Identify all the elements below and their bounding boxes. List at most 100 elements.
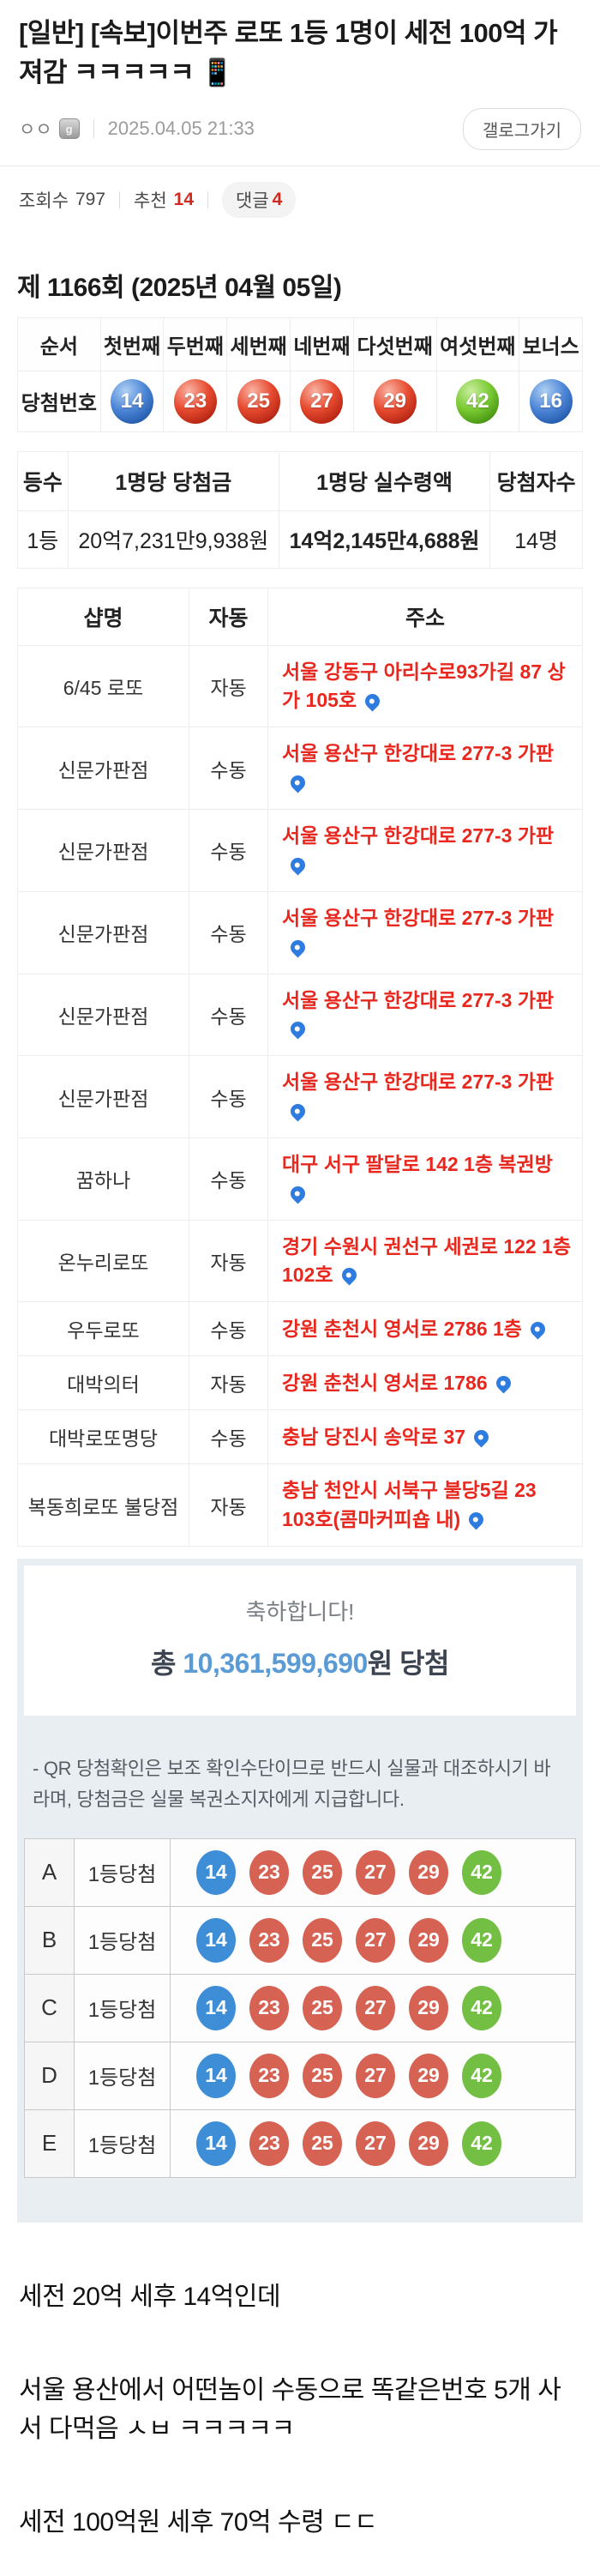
ticket-letter: D [24, 2041, 75, 2110]
map-pin-icon[interactable] [287, 1183, 309, 1204]
shop-method: 수동 [189, 973, 268, 1057]
ticket-letter: C [24, 1973, 75, 2042]
ticket-letter: E [24, 2108, 75, 2178]
shop-address: 강원 춘천시 영서로 2786 1층 [282, 1317, 522, 1340]
shop-address: 서울 용산구 한강대로 277-3 가판 [282, 742, 555, 765]
shop-header: 자동 [189, 587, 268, 646]
shop-name: 신문가판점 [17, 890, 189, 974]
ticket-ball: 27 [356, 2053, 395, 2098]
shop-name: 복동희로또 불당점 [17, 1463, 189, 1547]
shop-address: 충남 당진시 송악로 37 [282, 1425, 466, 1448]
ticket-ball: 25 [303, 1849, 342, 1895]
order-header: 순서 [17, 317, 101, 371]
ticket-ball: 23 [249, 2053, 289, 2098]
ticket-ball: 23 [249, 2121, 289, 2166]
map-pin-icon[interactable] [287, 1018, 309, 1040]
lotto-ball: 29 [373, 378, 417, 424]
map-pin-icon[interactable] [287, 772, 309, 793]
prize-header: 1명당 실수령액 [278, 450, 491, 511]
ticket-ball: 42 [462, 1849, 501, 1895]
ticket-ball: 25 [303, 2121, 342, 2166]
shop-row: 꿈하나 수동 대구 서구 팔달로 142 1층 복권방 [17, 1137, 583, 1221]
ticket-ball: 27 [356, 1849, 395, 1895]
congrats-total-suffix: 원 당첨 [367, 1647, 450, 1679]
round-title: 제 1166회 (2025년 04월 05일) [17, 273, 342, 302]
shop-name: 신문가판점 [17, 809, 189, 892]
map-pin-icon[interactable] [287, 854, 309, 876]
likes-label: 추천 [134, 190, 167, 211]
order-header: 세번째 [226, 317, 291, 371]
shop-address: 서울 용산구 한강대로 277-3 가판 [282, 1071, 555, 1094]
ticket-ball: 29 [409, 1917, 448, 1963]
shop-header: 샵명 [17, 587, 189, 646]
map-pin-icon[interactable] [362, 690, 383, 712]
prize-winners: 14명 [489, 510, 583, 569]
lotto-ball: 23 [173, 378, 217, 424]
ticket-ball: 29 [409, 2053, 448, 2098]
shop-method: 수동 [189, 1301, 268, 1357]
map-pin-icon[interactable] [287, 1101, 309, 1122]
gallog-icon[interactable]: g [58, 118, 80, 140]
gallog-button[interactable]: 갤로그가기 [463, 107, 581, 150]
prize-rank: 1등 [17, 510, 69, 569]
map-pin-icon[interactable] [471, 1427, 492, 1448]
shop-row: 신문가판점 수동 서울 용산구 한강대로 277-3 가판 [17, 809, 583, 892]
shop-name: 온누리로또 [17, 1219, 189, 1303]
shop-address: 강원 춘천시 영서로 1786 [282, 1371, 488, 1394]
winning-numbers-table: 순서 첫번째 두번째 세번째 네번째 다섯번째 여섯번째 보너스 당첨번호 14… [17, 317, 583, 432]
ticket-ball: 27 [356, 2121, 395, 2166]
ticket-numbers: 14 23 25 27 29 42 [170, 1973, 576, 2042]
shop-method: 자동 [189, 1463, 268, 1547]
post-date: 2025.04.05 21:33 [107, 118, 255, 140]
ticket-ball: 14 [196, 2121, 236, 2166]
lotto-result-image: 제 1166회 (2025년 04월 05일) 순서 첫번째 두번째 세번째 네… [0, 226, 600, 2223]
map-pin-icon[interactable] [527, 1318, 549, 1340]
comments-count: 4 [272, 189, 283, 209]
shop-row: 신문가판점 수동 서울 용산구 한강대로 277-3 가판 [17, 1055, 583, 1138]
ticket-ball: 25 [303, 1985, 342, 2030]
ticket-ball: 14 [196, 1849, 236, 1895]
author-name[interactable]: ㅇㅇ [19, 120, 52, 141]
shop-name: 신문가판점 [17, 727, 189, 811]
shop-address: 충남 천안시 서북구 불당5길 23 103호(콤마커피숍 내) [282, 1479, 537, 1530]
congrats-total: 총 10,361,599,690원 당첨 [33, 1642, 567, 1681]
qr-notice-text: - QR 당첨확인은 보조 확인수단이므로 반드시 실물과 대조하시기 바라며,… [33, 1757, 551, 1811]
order-header: 보너스 [519, 317, 583, 371]
order-header-row: 순서 첫번째 두번째 세번째 네번째 다섯번째 여섯번째 보너스 [17, 317, 583, 371]
lotto-ball-bonus: 16 [529, 378, 573, 424]
ticket-ball: 29 [409, 1985, 448, 2030]
prize-net-amount: 14억2,145만4,688원 [278, 510, 491, 569]
congrats-amount: 10,361,599,690 [183, 1647, 368, 1679]
map-pin-icon[interactable] [287, 937, 309, 958]
shop-name: 신문가판점 [17, 973, 189, 1057]
ticket-numbers: 14 23 25 27 29 42 [170, 2041, 576, 2110]
shop-address: 서울 용산구 한강대로 277-3 가판 [282, 988, 555, 1011]
shop-name: 대박로또명당 [17, 1409, 189, 1465]
shop-row: 6/45 로또 자동 서울 강동구 아리수로93가길 87 상가 105호 [17, 644, 583, 728]
comments-badge[interactable]: 댓글 4 [222, 181, 297, 218]
winning-numbers-row: 당첨번호 14 23 25 27 29 42 16 [17, 370, 583, 432]
ticket-numbers: 14 23 25 27 29 42 [170, 1905, 576, 1975]
order-header: 두번째 [163, 317, 228, 371]
post-meta-row: ㅇㅇ g 2025.04.05 21:33 갤로그가기 [19, 107, 581, 150]
ticket-ball: 23 [249, 1917, 289, 1963]
shop-row: 신문가판점 수동 서울 용산구 한강대로 277-3 가판 [17, 890, 583, 974]
shop-method: 자동 [189, 1219, 268, 1303]
post-header: [일반] [속보]이번주 로또 1등 1명이 세전 100억 가져감 ㅋㅋㅋㅋㅋ… [0, 0, 600, 150]
map-pin-icon[interactable] [493, 1372, 514, 1394]
congrats-total-prefix: 총 [151, 1647, 183, 1679]
shop-method: 수동 [189, 727, 268, 811]
order-header: 네번째 [290, 317, 354, 371]
prize-header: 당첨자수 [489, 450, 583, 511]
shop-method: 자동 [189, 1355, 268, 1411]
map-pin-icon[interactable] [465, 1509, 487, 1530]
shop-header: 주소 [267, 587, 583, 646]
map-pin-icon[interactable] [339, 1264, 360, 1286]
prize-header: 1명당 당첨금 [67, 450, 279, 511]
ticket-letter: A [24, 1837, 75, 1907]
ticket-numbers: 14 23 25 27 29 42 [170, 1837, 576, 1907]
body-paragraph: 세전 20억 세후 14억인데 [19, 2282, 281, 2311]
ticket-numbers: 14 23 25 27 29 42 [170, 2108, 576, 2178]
shop-method: 수동 [189, 890, 268, 974]
prize-header-row: 등수 1명당 당첨금 1명당 실수령액 당첨자수 [17, 450, 583, 511]
